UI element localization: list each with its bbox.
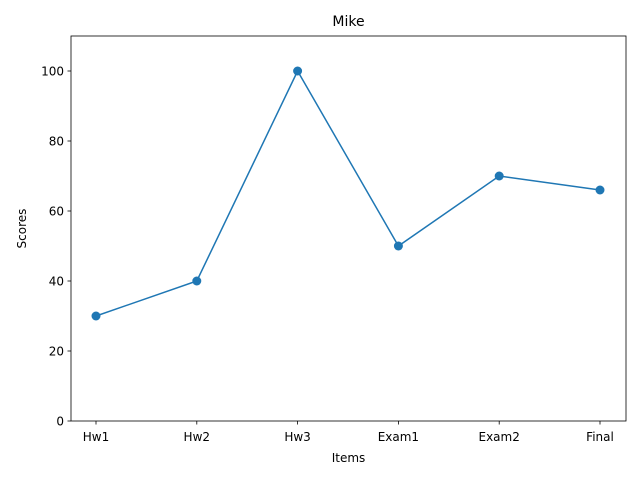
axis-ticks: 0 20 40 60 80 100 Hw1 Hw2 Hw3 Exam1 Exam2 Final [41,64,614,444]
y-tick-label: 100 [41,64,64,78]
plot-area [91,66,605,321]
x-tick-label: Exam1 [378,430,419,444]
data-point [192,276,202,286]
chart-title: Mike [332,14,364,30]
x-tick-label: Final [586,430,614,444]
y-tick-label: 20 [49,344,64,358]
x-tick-label: Hw3 [284,430,310,444]
data-point [393,241,403,251]
y-tick-label: 0 [56,414,64,428]
x-axis-label: Items [332,451,366,465]
data-point [595,185,605,195]
x-tick-label: Exam2 [479,430,520,444]
x-tick-label: Hw1 [83,430,109,444]
data-point [494,171,504,181]
axes-frame [70,35,627,422]
x-tick-label: Hw2 [184,430,210,444]
y-tick-label: 80 [49,134,64,148]
y-tick-label: 40 [49,274,64,288]
data-point [91,311,101,321]
series-line [95,69,601,317]
y-tick-label: 60 [49,204,64,218]
y-axis-label: Scores [15,209,29,249]
data-point [293,66,303,76]
